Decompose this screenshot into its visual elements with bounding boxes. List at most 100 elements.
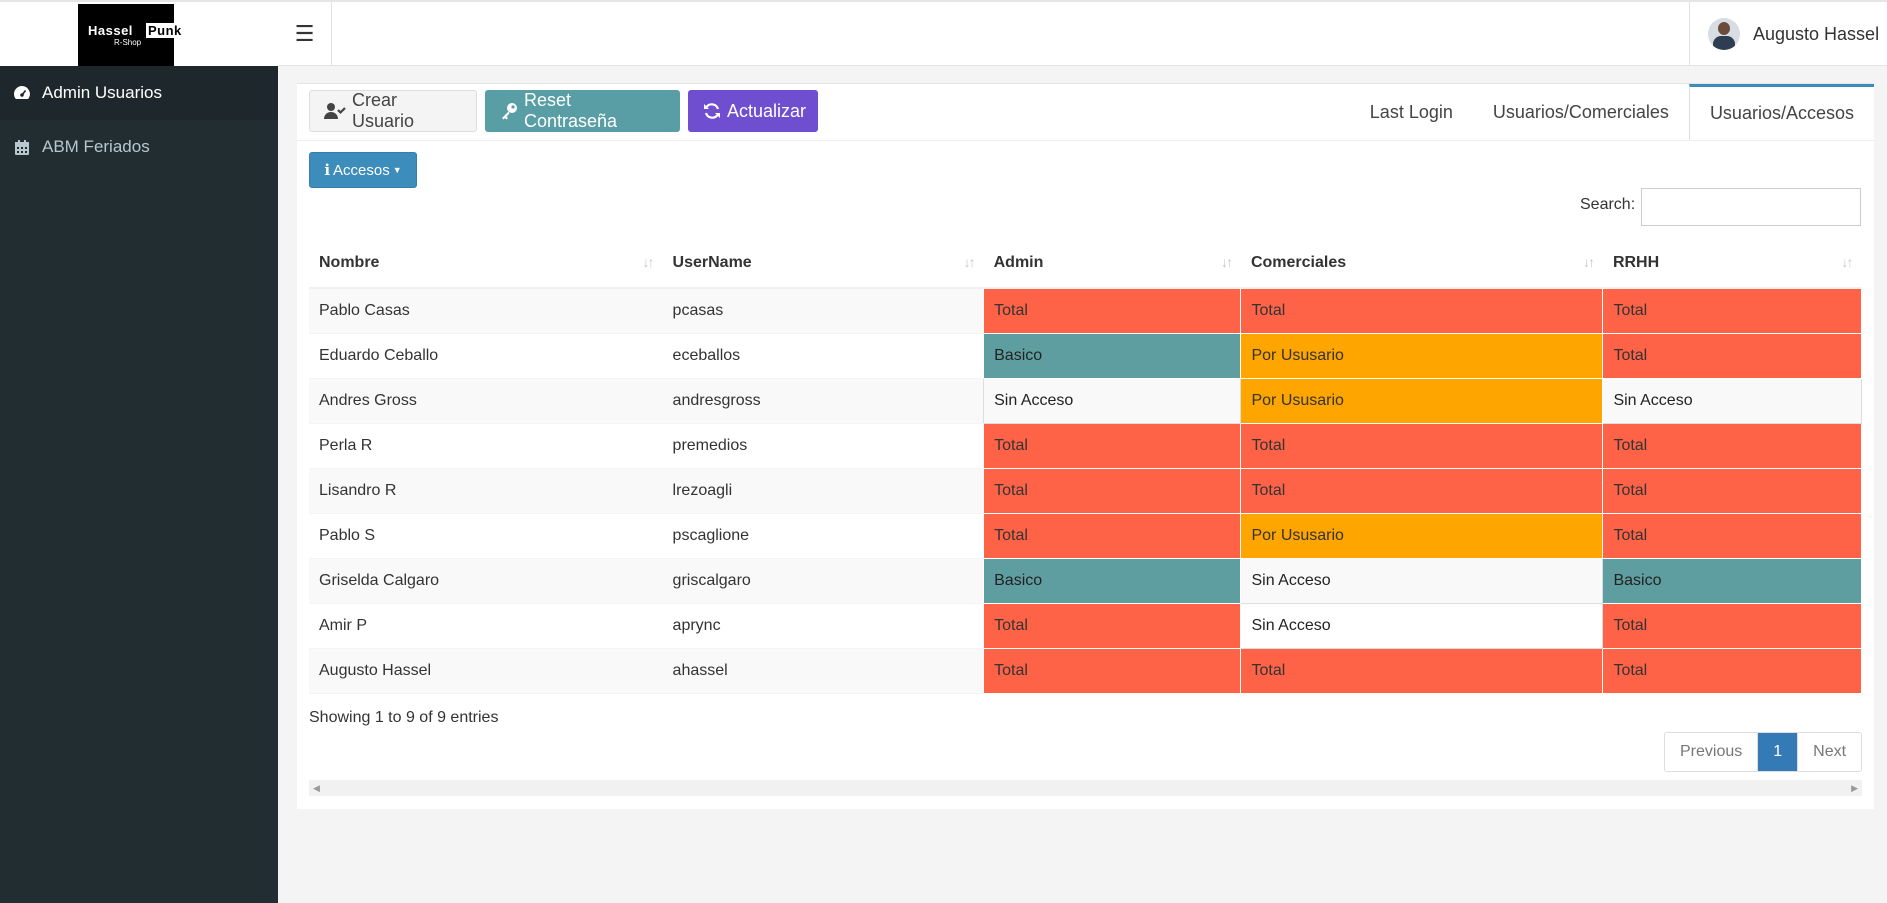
access-level-cell: Total: [1602, 287, 1862, 334]
sidebar-item-label: ABM Feriados: [42, 137, 150, 156]
actualizar-label: Actualizar: [727, 100, 807, 121]
logo[interactable]: Hassel Punk R-Shop: [78, 4, 184, 66]
logo-subtext: R-Shop: [114, 38, 142, 47]
cell-username: andresgross: [662, 378, 984, 424]
cell-nombre: Perla R: [309, 423, 663, 469]
main-box: Crear Usuario Reset Contraseña Actualiza…: [297, 83, 1874, 809]
tabs-divider: [297, 140, 1874, 141]
page-1-button[interactable]: 1: [1758, 733, 1798, 771]
access-level-cell: Total: [1602, 422, 1862, 469]
col-rrhh[interactable]: RRHH ↓↑: [1602, 238, 1862, 289]
col-admin[interactable]: Admin ↓↑: [983, 238, 1241, 289]
access-level-cell: Total: [983, 467, 1242, 514]
accesos-dropdown-button[interactable]: i Accesos ▼: [309, 152, 417, 188]
access-level-cell: Total: [1602, 512, 1862, 559]
cell-nombre: Pablo Casas: [309, 288, 663, 334]
search-input[interactable]: [1641, 188, 1861, 226]
scroll-left-icon[interactable]: ◀: [313, 783, 320, 793]
key-icon: [500, 102, 518, 120]
access-level-cell: Total: [983, 512, 1242, 559]
sidebar-item-label: Admin Usuarios: [42, 83, 162, 102]
info-icon: i: [324, 161, 331, 179]
sidebar-item-abm-feriados[interactable]: ABM Feriados: [0, 120, 278, 174]
cell-username: pscaglione: [662, 513, 984, 559]
accesos-label: Accesos: [333, 161, 390, 179]
refresh-icon: [703, 102, 721, 120]
col-username[interactable]: UserName ↓↑: [662, 238, 984, 289]
sort-icon[interactable]: ↓↑: [1220, 254, 1233, 270]
table-row[interactable]: Griselda Calgaro griscalgaro Basico Sin Acc…: [309, 557, 1862, 604]
reset-password-label: Reset Contraseña: [524, 90, 618, 131]
crear-usuario-button[interactable]: Crear Usuario: [309, 90, 477, 132]
tab-usuarios-comerciales[interactable]: Usuarios/Comerciales: [1492, 101, 1669, 122]
access-level-cell: Total: [1240, 287, 1604, 334]
horizontal-scrollbar[interactable]: ◀ ▶: [309, 780, 1862, 796]
col-comerciales[interactable]: Comerciales ↓↑: [1240, 238, 1603, 289]
sort-icon[interactable]: ↓↑: [1841, 254, 1854, 270]
cell-username: ahassel: [662, 648, 984, 694]
access-level-cell: Sin Acceso: [1240, 602, 1604, 649]
sort-icon[interactable]: ↓↑: [642, 254, 655, 270]
access-level-cell: Total: [983, 602, 1242, 649]
reset-password-button[interactable]: Reset Contraseña: [485, 90, 680, 132]
cell-username: premedios: [662, 423, 984, 469]
col-nombre[interactable]: Nombre ↓↑: [309, 238, 663, 289]
avatar[interactable]: [1708, 18, 1740, 50]
caret-down-icon: ▼: [392, 165, 402, 175]
access-level-cell: Total: [1602, 332, 1862, 379]
table-row[interactable]: Andres Gross andresgross Sin Acceso Por Usu…: [309, 377, 1862, 424]
logo-area[interactable]: Hassel Punk R-Shop: [0, 2, 278, 66]
access-level-cell: Basico: [983, 332, 1242, 379]
cell-username: griscalgaro: [662, 558, 984, 604]
cell-nombre: Eduardo Ceballo: [309, 333, 663, 379]
cell-username: eceballos: [662, 333, 984, 379]
sidebar: Admin Usuarios ABM Feriados: [0, 66, 278, 903]
cell-nombre: Amir P: [309, 603, 663, 649]
table-info: Showing 1 to 9 of 9 entries: [309, 709, 499, 726]
access-level-cell: Total: [1240, 647, 1604, 694]
cell-username: pcasas: [662, 288, 984, 334]
access-level-cell: Basico: [1602, 557, 1862, 604]
cell-username: aprync: [662, 603, 984, 649]
user-name[interactable]: Augusto Hassel: [1753, 23, 1880, 44]
access-level-cell: Sin Acceso: [1602, 377, 1862, 424]
sort-icon[interactable]: ↓↑: [1582, 254, 1595, 270]
access-level-cell: Por Ususario: [1240, 332, 1604, 379]
access-level-cell: Por Ususario: [1240, 512, 1604, 559]
access-level-cell: Basico: [983, 557, 1242, 604]
user-menu[interactable]: Augusto Hassel: [1689, 2, 1887, 66]
access-level-cell: Total: [1602, 467, 1862, 514]
user-check-icon: [324, 102, 346, 120]
calendar-icon: [12, 139, 32, 156]
hamburger-icon[interactable]: ☰: [278, 2, 332, 66]
access-level-cell: Sin Acceso: [983, 377, 1242, 424]
sidebar-item-admin-usuarios[interactable]: Admin Usuarios: [0, 66, 278, 120]
next-button[interactable]: Next: [1797, 733, 1861, 771]
cell-username: lrezoagli: [662, 468, 984, 514]
tabs: Last Login Usuarios/Comerciales Usuarios…: [1350, 84, 1874, 140]
previous-button[interactable]: Previous: [1665, 733, 1759, 771]
logo-text: Hassel: [88, 23, 133, 38]
dashboard-icon: [12, 85, 32, 101]
access-level-cell: Total: [1602, 647, 1862, 694]
access-level-cell: Total: [983, 287, 1242, 334]
table-row[interactable]: Pablo Casas pcasas Total Total Total: [309, 287, 1862, 334]
cell-nombre: Andres Gross: [309, 378, 663, 424]
table-row[interactable]: Augusto Hassel ahassel Total Total Total: [309, 647, 1862, 694]
access-level-cell: Total: [983, 422, 1242, 469]
tab-usuarios-accesos[interactable]: Usuarios/Accesos: [1688, 84, 1874, 140]
tab-last-login[interactable]: Last Login: [1369, 101, 1453, 122]
actualizar-button[interactable]: Actualizar: [688, 90, 818, 132]
access-level-cell: Total: [1240, 467, 1604, 514]
sort-icon[interactable]: ↓↑: [963, 254, 976, 270]
table-row[interactable]: Eduardo Ceballo eceballos Basico Por Ususar…: [309, 332, 1862, 379]
cell-nombre: Griselda Calgaro: [309, 558, 663, 604]
access-level-cell: Total: [1602, 602, 1862, 649]
table-header-row: Nombre ↓↑ UserName ↓↑ Admin ↓↑ Comerciales ↓…: [309, 238, 1862, 289]
scroll-right-icon[interactable]: ▶: [1851, 783, 1858, 793]
cell-nombre: Augusto Hassel: [309, 648, 663, 694]
